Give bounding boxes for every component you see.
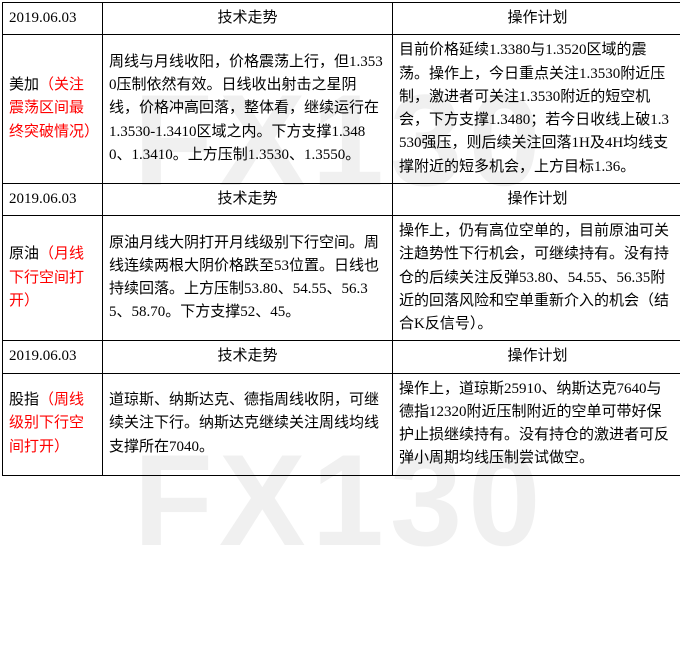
col-header-trend: 技术走势 [103,3,393,35]
plan-cell: 操作上，道琼斯25910、纳斯达克7640与德指12320附近压制附近的空单可带… [393,373,680,475]
col-header-plan: 操作计划 [393,341,680,373]
date-cell: 2019.06.03 [3,183,103,215]
col-header-trend: 技术走势 [103,183,393,215]
trend-cell: 周线与月线收阳，价格震荡上行，但1.3530压制依然有效。日线收出射击之星阴线，… [103,35,393,184]
table-header-row: 2019.06.03 技术走势 操作计划 [3,3,680,35]
table-row: 原油（月线下行空间打开） 原油月线大阴打开月线级别下行空间。周线连续两根大阴价格… [3,216,680,341]
label-name: 股指 [9,392,39,408]
date-cell: 2019.06.03 [3,3,103,35]
col-header-plan: 操作计划 [393,3,680,35]
table-header-row: 2019.06.03 技术走势 操作计划 [3,341,680,373]
analysis-table: 2019.06.03 技术走势 操作计划 美加（关注震荡区间最终突破情况） 周线… [2,2,680,476]
table-row: 股指（周线级别下行空间打开） 道琼斯、纳斯达克、德指周线收阴，可继续关注下行。纳… [3,373,680,475]
trend-cell: 道琼斯、纳斯达克、德指周线收阴，可继续关注下行。纳斯达克继续关注周线均线支撑所在… [103,373,393,475]
row-label: 原油（月线下行空间打开） [3,216,103,341]
row-label: 美加（关注震荡区间最终突破情况） [3,35,103,184]
row-label: 股指（周线级别下行空间打开） [3,373,103,475]
table-header-row: 2019.06.03 技术走势 操作计划 [3,183,680,215]
col-header-plan: 操作计划 [393,183,680,215]
col-header-trend: 技术走势 [103,341,393,373]
label-name: 原油 [9,246,39,262]
plan-cell: 操作上，仍有高位空单的，目前原油可关注趋势性下行机会，可继续持有。没有持仓的后续… [393,216,680,341]
table-row: 美加（关注震荡区间最终突破情况） 周线与月线收阳，价格震荡上行，但1.3530压… [3,35,680,184]
plan-cell: 目前价格延续1.3380与1.3520区域的震荡。操作上，今日重点关注1.353… [393,35,680,184]
trend-cell: 原油月线大阴打开月线级别下行空间。周线连续两根大阴价格跌至53位置。日线也持续回… [103,216,393,341]
label-name: 美加 [9,77,39,93]
date-cell: 2019.06.03 [3,341,103,373]
